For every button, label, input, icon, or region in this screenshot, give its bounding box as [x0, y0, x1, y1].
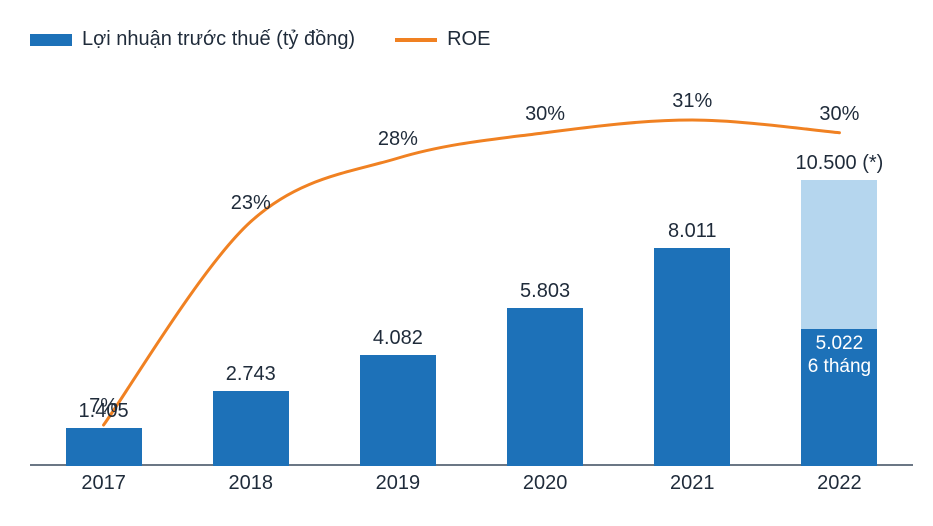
legend-swatch-bar — [30, 34, 72, 46]
x-tick: 2020 — [475, 472, 615, 495]
bar — [654, 248, 730, 466]
bar — [507, 308, 583, 466]
legend-item-bar: Lợi nhuận trước thuế (tỷ đồng) — [30, 28, 355, 51]
bar-value-label: 8.011 — [622, 220, 762, 243]
roe-point-label: 7% — [74, 395, 134, 418]
roe-line-layer — [30, 70, 913, 496]
bar-value-label: 4.082 — [328, 327, 468, 350]
bar-value-label: 5.803 — [475, 280, 615, 303]
roe-point-label: 30% — [809, 103, 869, 126]
x-tick: 2017 — [34, 472, 174, 495]
legend-item-line: ROE — [395, 28, 490, 51]
x-tick: 2019 — [328, 472, 468, 495]
plot: 20171.40520182.74320194.08220205.8032021… — [30, 70, 913, 496]
x-tick: 2022 — [769, 472, 909, 495]
bar — [213, 391, 289, 466]
bar-inner-label: 5.0226 tháng — [801, 333, 877, 379]
legend: Lợi nhuận trước thuế (tỷ đồng) ROE — [30, 28, 490, 51]
bar-value-label: 10.500 (*) — [769, 152, 909, 175]
legend-line-label: ROE — [447, 28, 490, 51]
roe-point-label: 23% — [221, 192, 281, 215]
bar — [360, 355, 436, 466]
legend-bar-label: Lợi nhuận trước thuế (tỷ đồng) — [82, 28, 355, 51]
bar — [66, 428, 142, 466]
roe-point-label: 30% — [515, 103, 575, 126]
x-tick: 2021 — [622, 472, 762, 495]
x-tick: 2018 — [181, 472, 321, 495]
legend-swatch-line — [395, 38, 437, 42]
chart-frame: Lợi nhuận trước thuế (tỷ đồng) ROE 2017 1… — [0, 0, 933, 526]
roe-point-label: 31% — [662, 90, 722, 113]
bar-value-label: 2.743 — [181, 363, 321, 386]
roe-point-label: 28% — [368, 128, 428, 151]
